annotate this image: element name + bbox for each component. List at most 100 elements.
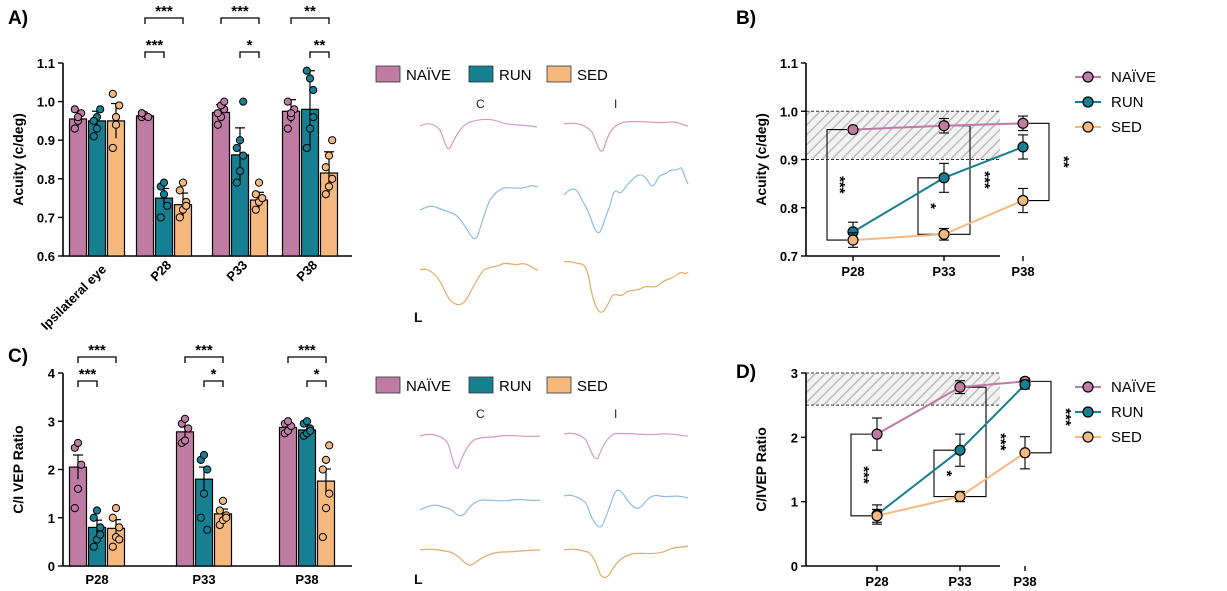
significance-bracket xyxy=(933,449,954,498)
data-point-sed xyxy=(321,163,330,172)
significance-bracket xyxy=(850,433,871,517)
chart-a-acuity-bars: 0.6 0.7 0.8 0.9 1.0 1.1 Acuity (c/deg) Ipsilate… xyxy=(10,3,352,333)
trace-scale-symbol: L xyxy=(414,309,423,325)
significance-bracket xyxy=(1031,380,1052,454)
data-point-naive xyxy=(213,120,222,129)
x-tick-label: P38 xyxy=(1013,574,1036,589)
bar-naive xyxy=(278,426,298,567)
trace-sed-i xyxy=(563,545,689,579)
data-point-run xyxy=(232,178,241,187)
x-tick-label: P33 xyxy=(223,257,250,284)
significance-bracket xyxy=(306,380,327,387)
data-point-naive xyxy=(1017,117,1029,129)
significance-label: * xyxy=(211,366,217,383)
data-point-sed xyxy=(218,496,228,505)
y-tick-label: 0.8 xyxy=(780,201,798,216)
data-point-run xyxy=(235,136,245,145)
data-point-sed xyxy=(182,201,191,210)
data-point-naive xyxy=(184,424,193,433)
data-point-run xyxy=(159,190,169,199)
x-tick-label: P33 xyxy=(192,572,215,587)
significance-label: *** xyxy=(88,342,106,359)
legend-swatch-naive xyxy=(375,376,401,394)
legend-label-run: RUN xyxy=(499,378,532,395)
data-point-run xyxy=(235,166,245,176)
y-axis-label: C/IVEP Ratio xyxy=(753,427,769,512)
data-point-naive xyxy=(77,460,86,469)
y-tick-label: 1.1 xyxy=(780,56,798,71)
y-tick-label: 0.9 xyxy=(780,153,798,168)
data-point-run xyxy=(306,426,315,435)
significance-label: *** xyxy=(831,176,848,194)
x-tick-label: P38 xyxy=(293,257,320,284)
data-point-run xyxy=(239,151,248,160)
data-point-naive xyxy=(283,417,293,426)
significance-bracket xyxy=(77,380,98,387)
significance-label: *** xyxy=(298,342,316,359)
significance-bracket xyxy=(144,51,165,58)
legend-marker-sed xyxy=(1082,121,1094,133)
significance-label: ** xyxy=(1055,156,1072,168)
significance-label: *** xyxy=(146,37,164,54)
data-point-run xyxy=(89,116,98,126)
data-point-sed xyxy=(325,489,334,498)
trace-header-contralateral: C xyxy=(476,97,485,111)
bar-run xyxy=(297,429,317,567)
data-point-naive xyxy=(286,109,296,118)
trace-naive-i xyxy=(563,432,689,460)
trace-run-i xyxy=(563,489,689,528)
data-point-run xyxy=(199,450,209,460)
y-tick-label: 1.1 xyxy=(37,56,55,71)
panel-label-c: C) xyxy=(8,346,28,367)
legend-swatch-run xyxy=(468,376,494,394)
data-point-sed xyxy=(321,504,331,513)
legend-marker-sed xyxy=(1082,431,1094,443)
data-point-sed xyxy=(178,178,188,187)
data-point-run xyxy=(92,506,102,515)
data-point-sed xyxy=(108,89,117,98)
data-point-run xyxy=(954,444,966,456)
trace-naive-c xyxy=(419,433,541,469)
data-point-run xyxy=(156,213,165,222)
data-point-sed xyxy=(115,523,124,532)
significance-bracket xyxy=(239,51,260,58)
data-point-sed xyxy=(175,213,184,222)
data-point-run xyxy=(305,74,315,83)
data-point-naive xyxy=(73,484,83,493)
trace-sed-c xyxy=(419,262,539,306)
data-point-run xyxy=(163,201,172,210)
data-point-sed xyxy=(108,513,117,522)
legend-label-naive: NAÏVE xyxy=(1111,379,1156,396)
data-point-run xyxy=(203,525,212,534)
y-tick-label: 3 xyxy=(48,414,55,429)
significance-bracket xyxy=(203,380,224,387)
data-point-naive xyxy=(847,123,859,136)
data-point-naive xyxy=(220,97,229,106)
trace-naive-c xyxy=(419,118,538,150)
bar-run xyxy=(87,120,107,257)
data-point-naive xyxy=(70,124,79,133)
data-point-sed xyxy=(324,182,334,191)
legend-label-naive: NAÏVE xyxy=(406,378,451,395)
legend-marker-naive xyxy=(1082,71,1094,83)
bar-naive xyxy=(175,431,195,567)
vep-traces-top: C I L xyxy=(414,97,689,325)
significance-label: *** xyxy=(231,3,249,20)
significance-label: * xyxy=(314,366,320,383)
data-point-run xyxy=(938,172,950,184)
legend-label-sed: SED xyxy=(577,67,608,84)
significance-bracket xyxy=(917,177,938,235)
vep-traces-bottom: C I L xyxy=(414,407,689,587)
significance-label: *** xyxy=(155,3,173,20)
legend-marker-run xyxy=(1082,96,1094,108)
y-tick-label: 0.6 xyxy=(37,249,55,264)
bar-naive xyxy=(68,466,88,567)
significance-bracket xyxy=(966,386,987,498)
y-tick-label: 0.7 xyxy=(780,249,798,264)
legend-marker-run xyxy=(1082,406,1094,418)
significance-bracket xyxy=(184,356,224,363)
x-tick-label: P28 xyxy=(85,572,108,587)
significance-label: *** xyxy=(195,342,213,359)
